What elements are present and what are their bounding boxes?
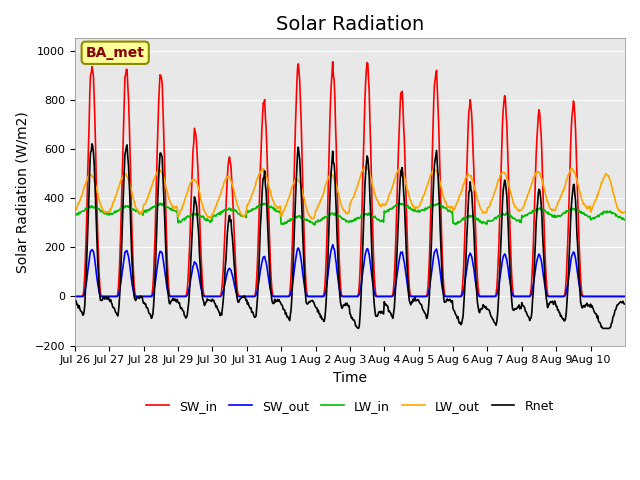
SW_in — [71, 294, 79, 300]
SW_out — [284, 294, 292, 300]
Legend: SW_in, SW_out, LW_in, LW_out, Rnet: SW_in, SW_out, LW_in, LW_out, Rnet — [141, 395, 559, 418]
LW_in — [264, 202, 272, 208]
SW_in — [438, 231, 445, 237]
Rnet — [136, 294, 144, 300]
SW_in — [407, 293, 415, 299]
SW_out — [407, 294, 415, 300]
SW_in — [236, 294, 244, 300]
LW_out — [284, 196, 292, 202]
SW_out — [136, 294, 143, 300]
Rnet — [408, 299, 415, 305]
Rnet — [620, 301, 628, 307]
LW_out — [71, 207, 79, 213]
LW_out — [136, 209, 143, 215]
SW_in — [620, 294, 628, 300]
Rnet — [264, 237, 272, 243]
LW_out — [408, 201, 415, 206]
LW_out — [362, 163, 370, 169]
Text: BA_met: BA_met — [86, 46, 145, 60]
LW_in — [285, 218, 293, 224]
Rnet — [71, 298, 79, 304]
LW_out — [264, 178, 271, 183]
LW_out — [236, 210, 244, 216]
SW_in — [329, 59, 337, 65]
Line: LW_out: LW_out — [75, 166, 624, 219]
Rnet — [285, 316, 293, 322]
SW_out — [264, 268, 271, 274]
Y-axis label: Solar Radiation (W/m2): Solar Radiation (W/m2) — [15, 111, 29, 273]
LW_in — [408, 206, 415, 212]
LW_in — [620, 217, 628, 223]
LW_out — [438, 190, 446, 195]
SW_out — [620, 294, 628, 300]
Line: LW_in: LW_in — [75, 203, 624, 225]
Line: SW_out: SW_out — [75, 245, 624, 297]
Rnet — [237, 295, 245, 301]
Rnet — [88, 141, 96, 147]
Line: Rnet: Rnet — [75, 144, 624, 328]
LW_out — [620, 209, 628, 215]
LW_in — [311, 222, 319, 228]
SW_out — [71, 294, 79, 300]
LW_out — [310, 216, 317, 222]
Line: SW_in: SW_in — [75, 62, 624, 297]
X-axis label: Time: Time — [333, 371, 367, 385]
SW_out — [329, 242, 337, 248]
LW_in — [156, 200, 164, 206]
SW_in — [136, 294, 143, 300]
SW_in — [284, 294, 292, 300]
SW_out — [438, 281, 445, 287]
Title: Solar Radiation: Solar Radiation — [276, 15, 424, 34]
LW_in — [237, 213, 245, 219]
LW_in — [136, 211, 143, 216]
LW_in — [438, 205, 446, 211]
SW_in — [264, 169, 271, 175]
Rnet — [355, 325, 362, 331]
SW_out — [236, 294, 244, 300]
Rnet — [438, 278, 446, 284]
LW_in — [71, 212, 79, 217]
